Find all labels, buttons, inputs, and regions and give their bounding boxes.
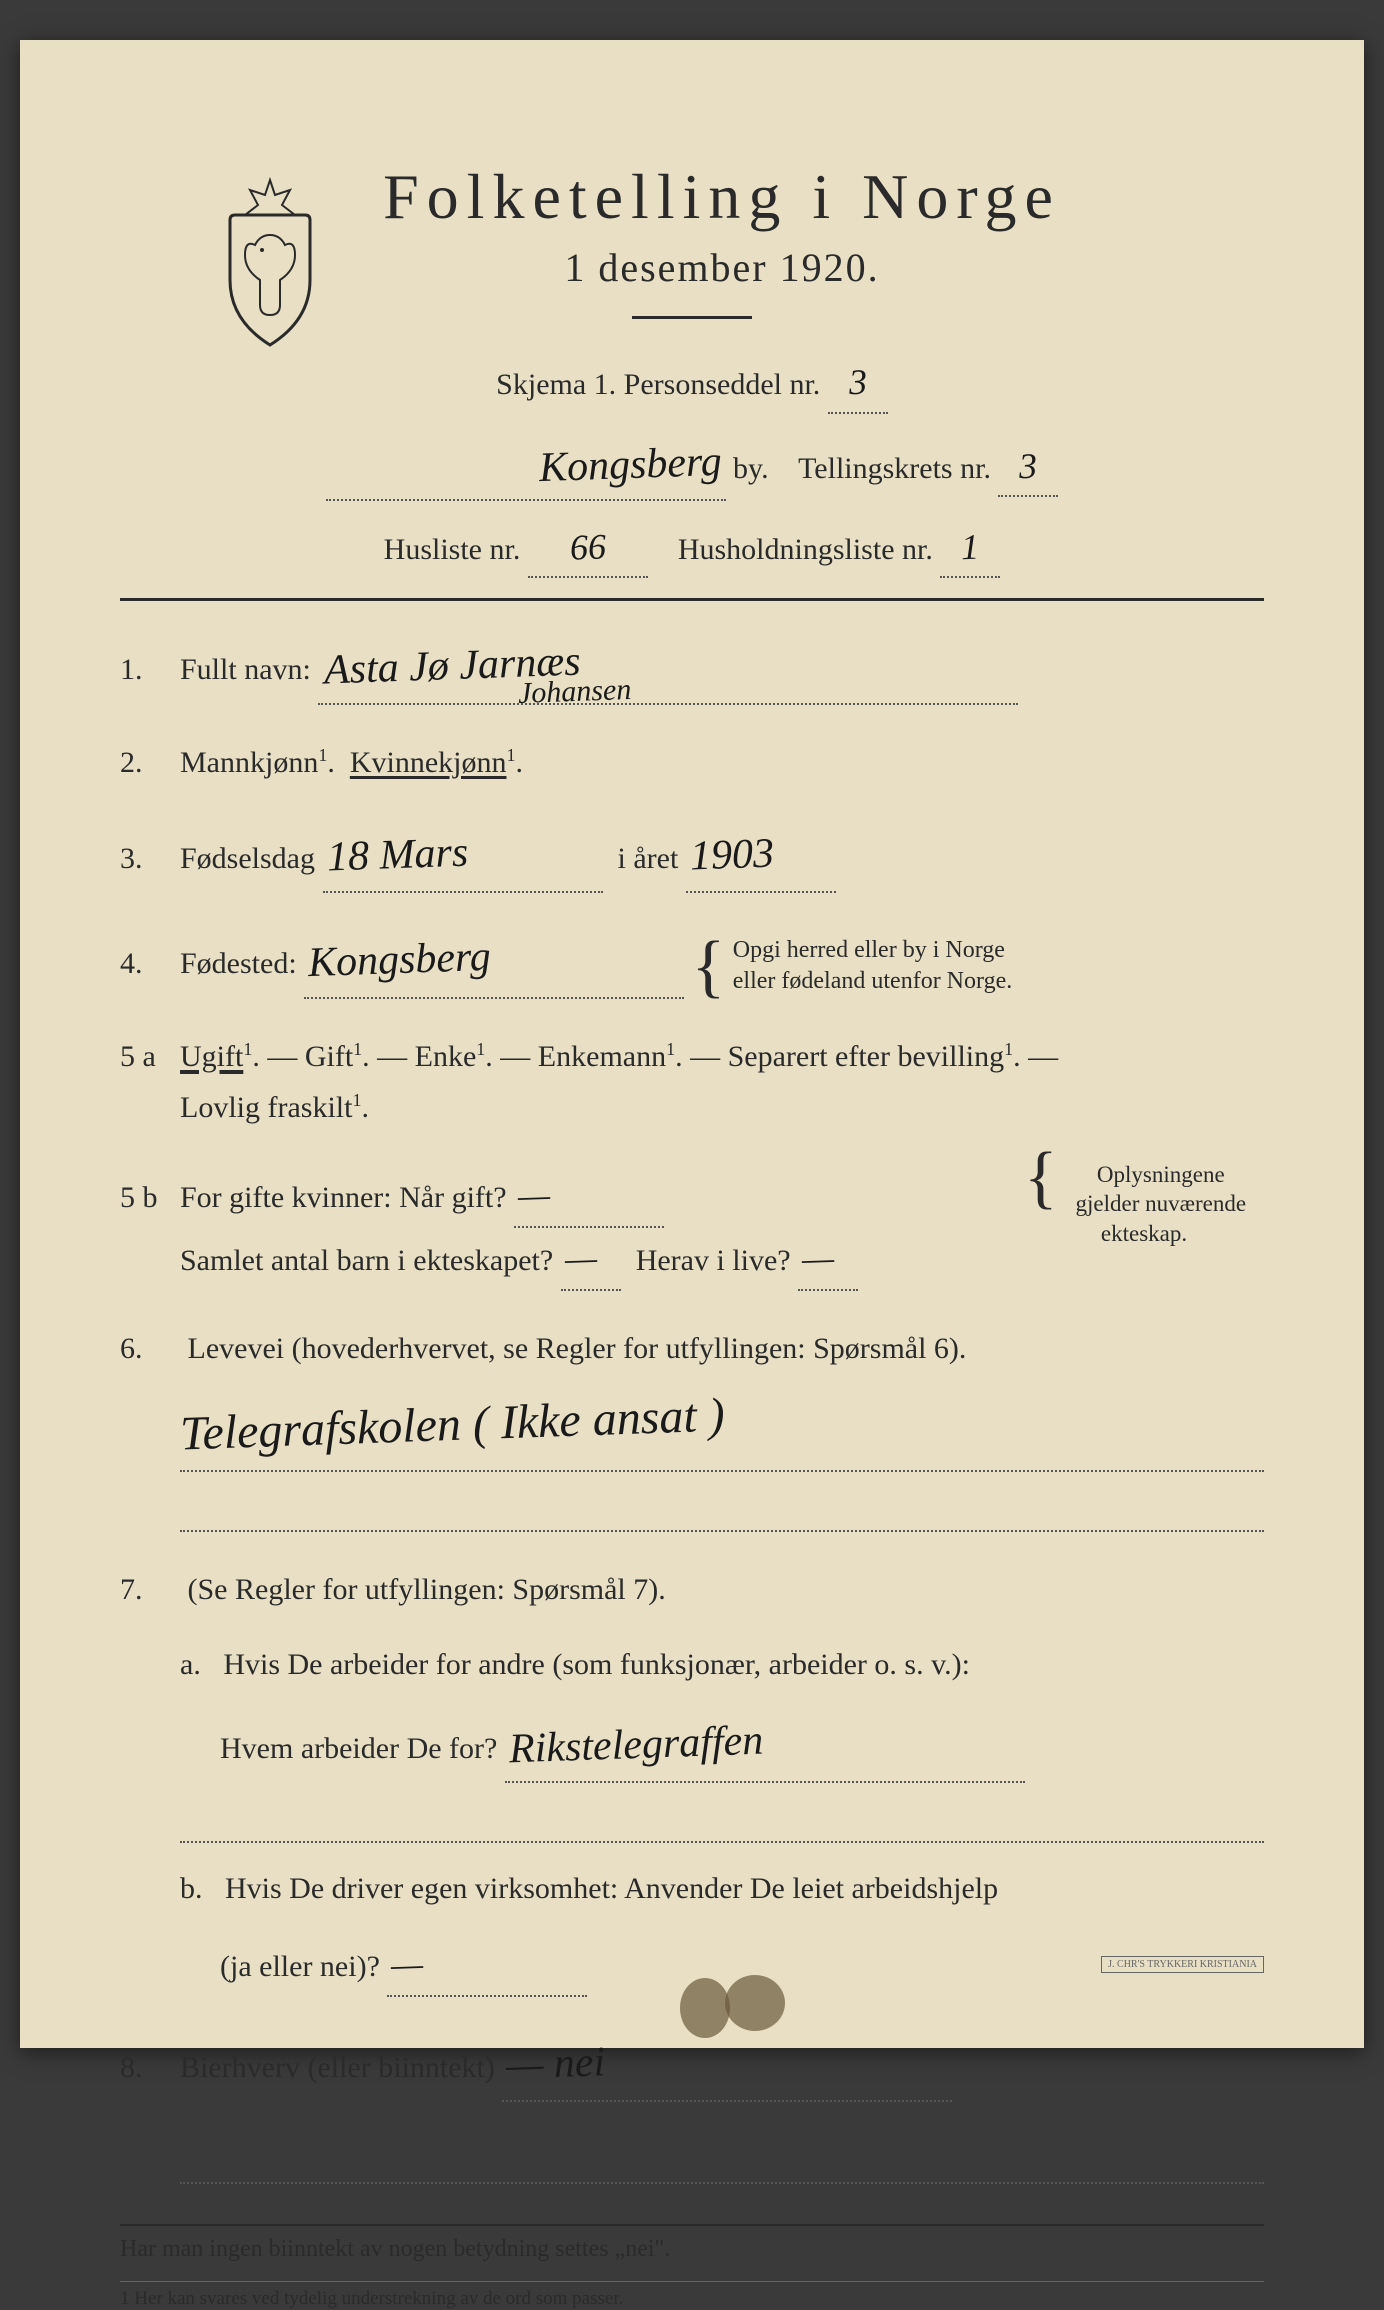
stain-mark	[665, 1958, 805, 2038]
q8-value: — nei	[505, 2027, 607, 2102]
q5b-label3: Herav i live?	[636, 1244, 791, 1277]
q8-num: 8.	[120, 2042, 180, 2093]
q7-label: (Se Regler for utfyllingen: Spørsmål 7).	[188, 1573, 666, 1606]
q4-value: Kongsberg	[307, 922, 492, 1000]
personseddel-nr: 3	[848, 354, 868, 412]
q7b-label: b.	[180, 1872, 203, 1905]
q3-row: 3. Fødselsdag 18 Mars i året 1903	[120, 820, 1264, 893]
city-line: Kongsberg by. Tellingskrets nr. 3	[120, 432, 1264, 501]
q3-yearlabel: i året	[618, 842, 679, 875]
q5a-fraskilt: Lovlig fraskilt	[180, 1091, 352, 1124]
q4-row: 4. Fødested: Kongsberg { Opgi herred ell…	[120, 925, 1264, 998]
q5b-v2: —	[564, 1227, 598, 1289]
q1-value2: Johansen	[517, 664, 632, 719]
q6-label: Levevei (hovederhvervet, se Regler for u…	[188, 1332, 967, 1365]
q5b-label1: For gifte kvinner: Når gift?	[180, 1181, 507, 1214]
husholdning-nr: 1	[960, 518, 980, 576]
q2-female: Kvinnekjønn	[350, 746, 507, 779]
q7b-text1: Hvis De driver egen virksomhet: Anvender…	[225, 1872, 998, 1905]
q7a-value: Rikstelegraffen	[508, 1705, 765, 1785]
q5a-enke: Enke	[415, 1040, 477, 1073]
q6-num: 6.	[120, 1323, 180, 1374]
printer-stamp: J. CHR'S TRYKKERI KRISTIANIA	[1101, 1956, 1264, 1973]
bottom-note: Har man ingen biinntekt av nogen betydni…	[120, 2224, 1264, 2263]
q5b-num: 5 b	[120, 1172, 180, 1223]
husliste-line: Husliste nr. 66 Husholdningsliste nr. 1	[120, 519, 1264, 579]
q5b-note: { Oplysningene gjelder nuværende ekteska…	[1024, 1160, 1264, 1250]
q7a-text1: Hvis De arbeider for andre (som funksjon…	[223, 1648, 970, 1681]
q5a-ugift: Ugift	[180, 1040, 243, 1073]
q8-label: Bierhverv (eller biinntekt)	[180, 2051, 495, 2084]
q4-note: Opgi herred eller by i Norge eller fødel…	[733, 935, 1012, 997]
document-date: 1 desember 1920.	[180, 244, 1264, 291]
q5b-v1: —	[517, 1164, 551, 1226]
tellingskrets-label: Tellingskrets nr.	[798, 452, 991, 485]
q5a-separert: Separert efter bevilling	[728, 1040, 1005, 1073]
q5b-label2: Samlet antal barn i ekteskapet?	[180, 1244, 553, 1277]
husliste-label: Husliste nr.	[384, 533, 521, 566]
section-divider	[120, 598, 1264, 601]
q7b-value: —	[390, 1933, 424, 1995]
q4-num: 4.	[120, 938, 180, 989]
q5b-row: 5 b { Oplysningene gjelder nuværende ekt…	[120, 1165, 1264, 1291]
q4-label: Fødested:	[180, 947, 297, 980]
city-suffix: by.	[733, 452, 769, 485]
q3-daymonth: 18 Mars	[325, 817, 469, 893]
q5a-row: 5 a Ugift1. — Gift1. — Enke1. — Enkemann…	[120, 1031, 1264, 1133]
q2-male: Mannkjønn	[180, 746, 318, 779]
q1-num: 1.	[120, 644, 180, 695]
city-name: Kongsberg	[538, 428, 723, 502]
q1-row: 1. Fullt navn: Asta Jø Jarnæs Johansen	[120, 631, 1264, 704]
census-form-page: Folketelling i Norge 1 desember 1920. Sk…	[20, 40, 1364, 2048]
q2-num: 2.	[120, 737, 180, 788]
q5a-enkemann: Enkemann	[538, 1040, 666, 1073]
q7a-text2: Hvem arbeider De for?	[220, 1732, 497, 1765]
q5a-num: 5 a	[120, 1031, 180, 1082]
q7b-text2: (ja eller nei)?	[220, 1950, 380, 1983]
q7a-label: a.	[180, 1648, 201, 1681]
coat-of-arms-icon	[200, 170, 340, 350]
q8-row: 8. Bierhverv (eller biinntekt) — nei	[120, 2029, 1264, 2102]
q6-value: Telegrafskolen ( Ikke ansat )	[179, 1374, 726, 1475]
q3-year: 1903	[689, 818, 775, 892]
footnote: 1 Her kan svares ved tydelig understrekn…	[120, 2281, 1264, 2310]
q7-num: 7.	[120, 1564, 180, 1615]
q1-label: Fullt navn:	[180, 653, 311, 686]
q2-row: 2. Mannkjønn1. Kvinnekjønn1.	[120, 737, 1264, 788]
schema-line: Skjema 1. Personseddel nr. 3	[120, 354, 1264, 414]
husholdning-label: Husholdningsliste nr.	[678, 533, 933, 566]
q5b-v3: —	[801, 1227, 835, 1289]
q7-row: 7. (Se Regler for utfyllingen: Spørsmål …	[120, 1564, 1264, 1998]
q5a-gift: Gift	[305, 1040, 353, 1073]
q3-num: 3.	[120, 833, 180, 884]
document-title: Folketelling i Norge	[180, 160, 1264, 234]
q3-label: Fødselsdag	[180, 842, 315, 875]
title-divider	[632, 316, 752, 319]
schema-label: Skjema 1. Personseddel nr.	[496, 368, 820, 401]
husliste-nr: 66	[569, 518, 607, 577]
tellingskrets-nr: 3	[1018, 437, 1038, 495]
q6-row: 6. Levevei (hovederhvervet, se Regler fo…	[120, 1323, 1264, 1532]
